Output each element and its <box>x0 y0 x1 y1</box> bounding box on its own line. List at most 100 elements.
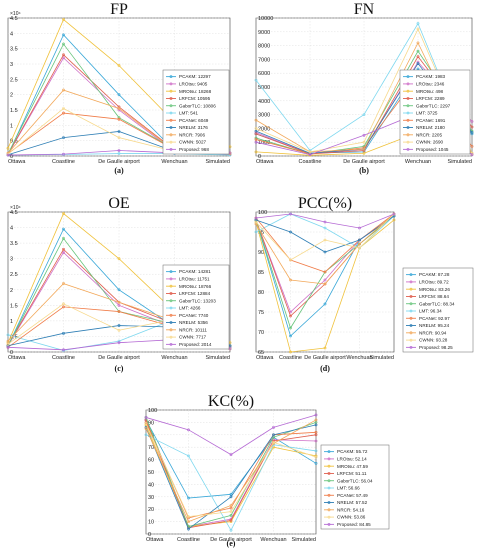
y-tick-label: 10000 <box>258 16 273 22</box>
data-point <box>314 423 318 427</box>
data-point <box>229 528 233 532</box>
legend-entry: CWNN: 2690 <box>416 140 444 145</box>
legend-marker <box>169 299 173 303</box>
legend-entry: LRFCM: 88.64 <box>419 294 449 299</box>
x-tick-label: Coastline <box>299 159 322 165</box>
legend-entry: GaborTLC: 10806 <box>179 103 216 108</box>
x-tick-label: De Gaulle airport <box>98 355 140 361</box>
legend-marker <box>169 270 173 274</box>
legend-marker <box>327 522 331 526</box>
y-tick-label: 3.5 <box>10 47 18 53</box>
legend-entry: LRFCM: 12884 <box>179 291 211 296</box>
data-point <box>470 131 474 134</box>
data-point <box>323 270 327 274</box>
chart-title: KC(%) <box>208 393 254 410</box>
legend-marker <box>169 118 173 122</box>
data-point <box>117 310 121 313</box>
legend-marker <box>327 508 331 512</box>
y-tick-label: 0 <box>10 350 13 356</box>
data-point <box>254 118 258 122</box>
legend-marker <box>169 321 173 324</box>
legend-marker <box>169 342 173 346</box>
x-tick-label: Wenchuan <box>260 537 286 543</box>
data-point <box>187 520 190 524</box>
legend-entry: MROtsu: 498 <box>416 89 444 94</box>
y-tick-label: 85 <box>258 270 264 276</box>
data-point <box>117 107 121 110</box>
panel-kc: KC(%) 0 10 20 30 40 50 60 70 80 90 100 Ottawa Coastli… <box>144 393 390 548</box>
legend-entry: Proposed: 84.85 <box>337 522 371 527</box>
series-line-pcakm <box>145 419 317 499</box>
data-point <box>254 129 258 133</box>
data-point <box>187 515 190 519</box>
legend-entry: LROtsu: 89.72 <box>419 280 449 285</box>
data-point <box>117 130 121 133</box>
data-point <box>392 218 396 222</box>
data-point <box>6 333 10 337</box>
data-point <box>323 226 327 230</box>
data-point <box>289 334 292 338</box>
panel-oe: OE 0 0.5 1 1.5 2 2.5 3 3.5 4 4.5×10⁴ Ottawa Coastlin… <box>6 195 232 373</box>
legend-entry: PCANet: 57.49 <box>337 493 368 498</box>
legend-marker <box>327 493 331 497</box>
y-exponent-label: ×10⁴ <box>10 11 21 17</box>
legend-entry: NRCR: 90.94 <box>419 330 447 335</box>
legend-marker <box>327 457 331 461</box>
data-point <box>314 455 318 459</box>
y-tick-label: 4 <box>10 226 13 232</box>
x-tick-label: Ottawa <box>256 355 274 361</box>
legend-entry: Proposed: 1045 <box>416 147 449 152</box>
legend-entry: CWNN: 93.28 <box>419 338 448 343</box>
legend-marker <box>327 501 331 504</box>
y-tick-label: 100 <box>258 210 267 216</box>
data-point <box>62 247 65 251</box>
data-point <box>6 345 10 349</box>
data-point <box>254 220 258 224</box>
legend-entry: LMT: 96.34 <box>419 309 442 314</box>
legend-marker <box>409 331 413 335</box>
legend-entry: LMT: 4266 <box>179 306 201 311</box>
legend-entry: NRCR: 2205 <box>416 132 442 137</box>
y-tick-label: 2.5 <box>10 272 18 278</box>
x-tick-label: Simulated <box>206 159 230 165</box>
legend-marker <box>406 97 410 100</box>
legend-entry: NRELM: 5356 <box>179 320 208 325</box>
data-point <box>62 152 65 156</box>
x-tick-label: Ottawa <box>146 537 164 543</box>
y-tick-label: 1000 <box>258 140 270 146</box>
panel-sublabel: (a) <box>114 166 124 175</box>
y-tick-label: 4.5 <box>10 210 18 216</box>
y-tick-label: 2 <box>10 93 13 99</box>
data-point <box>62 42 65 46</box>
data-point <box>62 136 65 140</box>
series-line-nrcr <box>255 213 395 285</box>
y-tick-label: 1 <box>10 319 13 325</box>
data-point <box>314 413 318 417</box>
data-point <box>289 278 292 282</box>
data-point <box>323 278 327 282</box>
data-point <box>254 126 258 130</box>
legend-marker <box>169 335 173 339</box>
legend-entry: LRFCM: 51.11 <box>337 471 367 476</box>
y-tick-label: 9000 <box>258 30 270 36</box>
legend-marker <box>169 82 173 86</box>
data-point <box>254 216 258 220</box>
panel-fn: FN 0 1000 2000 3000 4000 5000 6000 7000 8000 9000 1… <box>254 1 474 175</box>
data-point <box>416 22 420 25</box>
legend-entry: MROtsu: 47.59 <box>337 464 368 469</box>
data-point <box>62 282 65 285</box>
legend-marker <box>406 104 410 108</box>
legend-entry: LRFCM: 2289 <box>416 96 445 101</box>
data-point <box>62 88 65 92</box>
data-point <box>229 514 233 517</box>
panel-sublabel: (b) <box>359 166 369 175</box>
data-point <box>254 136 258 140</box>
data-point <box>254 78 258 82</box>
y-tick-label: 1.5 <box>10 303 18 309</box>
legend-marker <box>327 450 331 454</box>
x-tick-label: De Gaulle airport <box>343 159 385 165</box>
data-point <box>62 331 65 335</box>
data-point <box>323 250 327 254</box>
